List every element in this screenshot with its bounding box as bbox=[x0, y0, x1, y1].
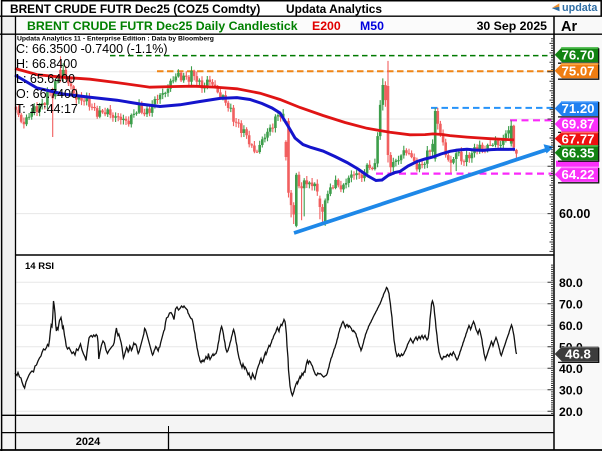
svg-text:40.0: 40.0 bbox=[559, 362, 583, 376]
svg-text:BRENT CRUDE FUTR Dec25 Daily: BRENT CRUDE FUTR Dec25 Daily Candlestick bbox=[27, 19, 298, 33]
svg-text:20.0: 20.0 bbox=[559, 405, 583, 419]
svg-text:T: 17:44:17: T: 17:44:17 bbox=[16, 102, 78, 116]
svg-text:L: 65.6400: L: 65.6400 bbox=[16, 72, 75, 86]
svg-text:Updata Analytics 11 - Enterpri: Updata Analytics 11 - Enterprise Edition… bbox=[17, 36, 214, 43]
svg-text:M50: M50 bbox=[360, 19, 384, 33]
svg-text:64.22: 64.22 bbox=[561, 167, 594, 182]
svg-text:H: 66.8400: H: 66.8400 bbox=[16, 57, 77, 71]
svg-text:O: 66.7400: O: 66.7400 bbox=[16, 87, 78, 101]
svg-text:E200: E200 bbox=[312, 19, 341, 33]
svg-text:67.77: 67.77 bbox=[561, 131, 594, 146]
svg-text:14 RSI: 14 RSI bbox=[25, 261, 54, 272]
svg-text:60.00: 60.00 bbox=[559, 207, 590, 221]
svg-text:updata: updata bbox=[562, 2, 598, 14]
svg-text:Ar: Ar bbox=[561, 19, 577, 35]
svg-text:75.07: 75.07 bbox=[561, 64, 594, 79]
svg-text:80.0: 80.0 bbox=[559, 276, 583, 290]
svg-text:69.87: 69.87 bbox=[561, 117, 594, 132]
svg-text:Updata Analytics: Updata Analytics bbox=[286, 2, 382, 16]
svg-text:C: 66.3500 -0.7400 (-1.1%): C: 66.3500 -0.7400 (-1.1%) bbox=[16, 42, 167, 56]
svg-text:70.0: 70.0 bbox=[559, 297, 583, 311]
svg-text:30.0: 30.0 bbox=[559, 383, 583, 397]
svg-text:60.0: 60.0 bbox=[559, 319, 583, 333]
svg-text:76.70: 76.70 bbox=[561, 48, 594, 63]
svg-text:BRENT CRUDE FUTR Dec25 (COZ5: BRENT CRUDE FUTR Dec25 (COZ5 Comdty) bbox=[10, 2, 260, 16]
svg-text:71.20: 71.20 bbox=[561, 101, 594, 116]
svg-text:30 Sep 2025: 30 Sep 2025 bbox=[477, 19, 548, 33]
svg-text:66.35: 66.35 bbox=[561, 146, 594, 161]
svg-text:46.8: 46.8 bbox=[565, 347, 591, 362]
svg-text:2024: 2024 bbox=[76, 436, 101, 448]
